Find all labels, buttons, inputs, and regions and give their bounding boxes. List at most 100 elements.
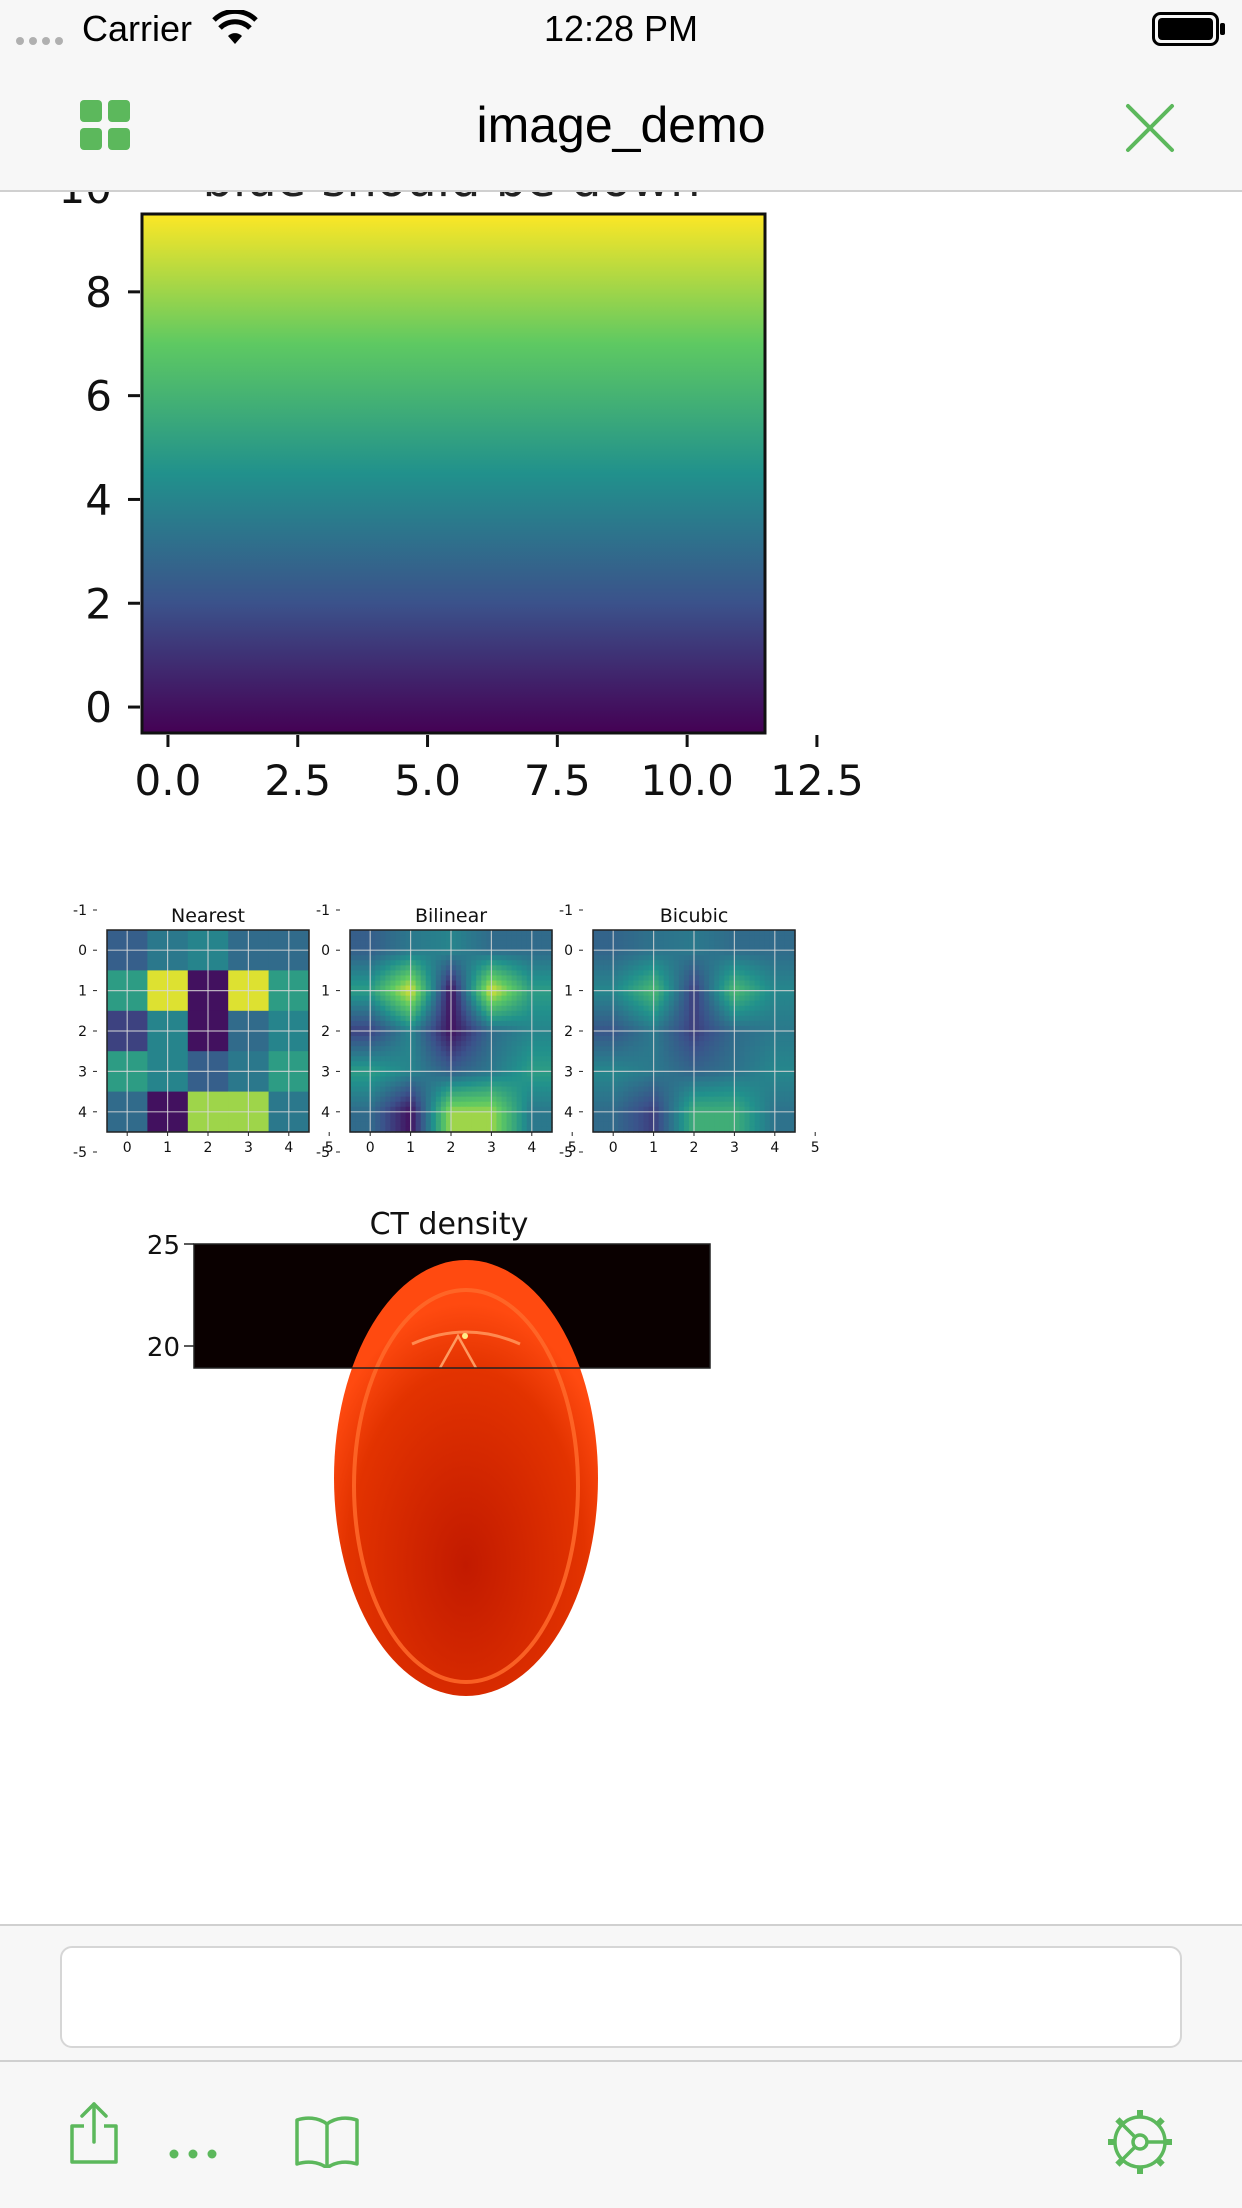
bilinear-cell	[491, 1086, 498, 1093]
bilinear-cell	[491, 1071, 498, 1078]
grid-icon[interactable]	[80, 100, 130, 150]
bilinear-cell	[370, 1031, 376, 1037]
share-icon[interactable]	[66, 2100, 122, 2166]
bilinear-cell	[350, 975, 356, 982]
bicubic-cell	[603, 980, 609, 987]
bicubic-cell	[779, 1020, 786, 1027]
bicubic-cell	[593, 935, 599, 941]
bicubic-cell	[688, 1031, 695, 1037]
bicubic-cell	[648, 1041, 655, 1047]
bilinear-cell	[536, 940, 543, 946]
bilinear-cell	[415, 990, 422, 997]
bilinear-cell	[531, 970, 538, 977]
bilinear-cell	[350, 950, 356, 956]
bilinear-cell	[451, 1076, 457, 1083]
bicubic-cell	[709, 1000, 715, 1007]
bilinear-cell	[516, 1096, 523, 1103]
bilinear-cell	[461, 960, 467, 966]
bicubic-cell	[608, 1010, 614, 1017]
bicubic-cell	[628, 1076, 634, 1083]
bilinear-cell	[440, 935, 447, 941]
bilinear-cell	[350, 1041, 356, 1047]
bicubic-cell	[739, 1096, 746, 1103]
bilinear-cell	[385, 1071, 391, 1078]
bilinear-cell	[410, 1046, 417, 1052]
settings-icon[interactable]	[1104, 2106, 1176, 2178]
command-input[interactable]	[60, 1946, 1182, 2048]
bicubic-cell	[724, 1036, 730, 1042]
bicubic-cell	[638, 995, 645, 1002]
bicubic-cell	[719, 965, 725, 971]
close-icon[interactable]	[1124, 102, 1176, 154]
bicubic-cell	[719, 950, 725, 956]
bilinear-cell	[491, 1126, 498, 1133]
bilinear-cell	[511, 1111, 518, 1118]
bicubic-cell	[608, 1071, 614, 1078]
book-icon[interactable]	[294, 2114, 360, 2168]
bilinear-cell	[451, 1005, 457, 1012]
bilinear-cell	[410, 1066, 417, 1072]
bilinear-cell	[405, 970, 412, 977]
bilinear-cell	[501, 935, 508, 941]
bicubic-cell	[688, 1066, 695, 1072]
bicubic-cell	[643, 1116, 650, 1123]
bicubic-cell	[729, 1086, 735, 1093]
bicubic-cell	[774, 1000, 781, 1007]
bilinear-cell	[365, 1041, 371, 1047]
wifi-icon	[212, 10, 258, 44]
bicubic-cell	[613, 1081, 619, 1088]
bicubic-cell	[663, 1000, 670, 1007]
bilinear-cell	[506, 1121, 513, 1128]
bicubic-cell	[759, 985, 766, 992]
bilinear-cell	[476, 1041, 482, 1047]
output-area[interactable]: blue should be down0.02.55.07.510.012.50…	[0, 192, 1242, 1922]
bilinear-cell	[546, 1061, 553, 1067]
bilinear-cell	[410, 930, 417, 936]
bilinear-cell	[405, 1061, 412, 1067]
bilinear-cell	[506, 1010, 513, 1017]
bilinear-cell	[410, 1126, 417, 1133]
bilinear-cell	[451, 1056, 457, 1062]
bilinear-cell	[531, 935, 538, 941]
bilinear-cell	[420, 1061, 427, 1067]
panel-ytick-label: 1	[321, 984, 330, 1000]
bilinear-cell	[355, 1071, 361, 1078]
bicubic-cell	[779, 990, 786, 997]
bilinear-cell	[405, 1121, 412, 1128]
bilinear-cell	[491, 950, 498, 956]
bilinear-cell	[430, 1101, 437, 1108]
bicubic-cell	[668, 1126, 675, 1133]
bilinear-cell	[506, 930, 513, 936]
bilinear-cell	[456, 985, 462, 992]
bilinear-cell	[541, 985, 548, 992]
bicubic-cell	[694, 1000, 700, 1007]
bicubic-cell	[769, 1010, 776, 1017]
bicubic-cell	[643, 1051, 650, 1057]
bilinear-cell	[365, 995, 371, 1002]
panel-xtick-label: 1	[163, 1140, 172, 1156]
bicubic-cell	[673, 1061, 680, 1067]
more-icon[interactable]	[168, 2148, 218, 2160]
bilinear-cell	[365, 1111, 371, 1118]
bilinear-cell	[471, 1106, 477, 1113]
bicubic-cell	[769, 930, 776, 936]
bicubic-cell	[633, 965, 640, 971]
bicubic-cell	[699, 930, 705, 936]
bicubic-cell	[709, 1116, 715, 1123]
bicubic-cell	[613, 1036, 619, 1042]
bicubic-cell	[663, 1096, 670, 1103]
bicubic-cell	[739, 940, 746, 946]
bilinear-cell	[486, 1071, 492, 1078]
bilinear-cell	[395, 1096, 402, 1103]
bilinear-cell	[375, 970, 381, 977]
bicubic-cell	[784, 930, 791, 936]
bicubic-cell	[668, 1051, 675, 1057]
bilinear-cell	[536, 1031, 543, 1037]
bilinear-cell	[466, 945, 472, 951]
bicubic-cell	[749, 1051, 756, 1057]
bilinear-cell	[445, 1010, 452, 1017]
bilinear-cell	[445, 1020, 452, 1027]
bicubic-cell	[759, 955, 766, 961]
bilinear-cell	[471, 950, 477, 956]
bicubic-cell	[603, 995, 609, 1002]
